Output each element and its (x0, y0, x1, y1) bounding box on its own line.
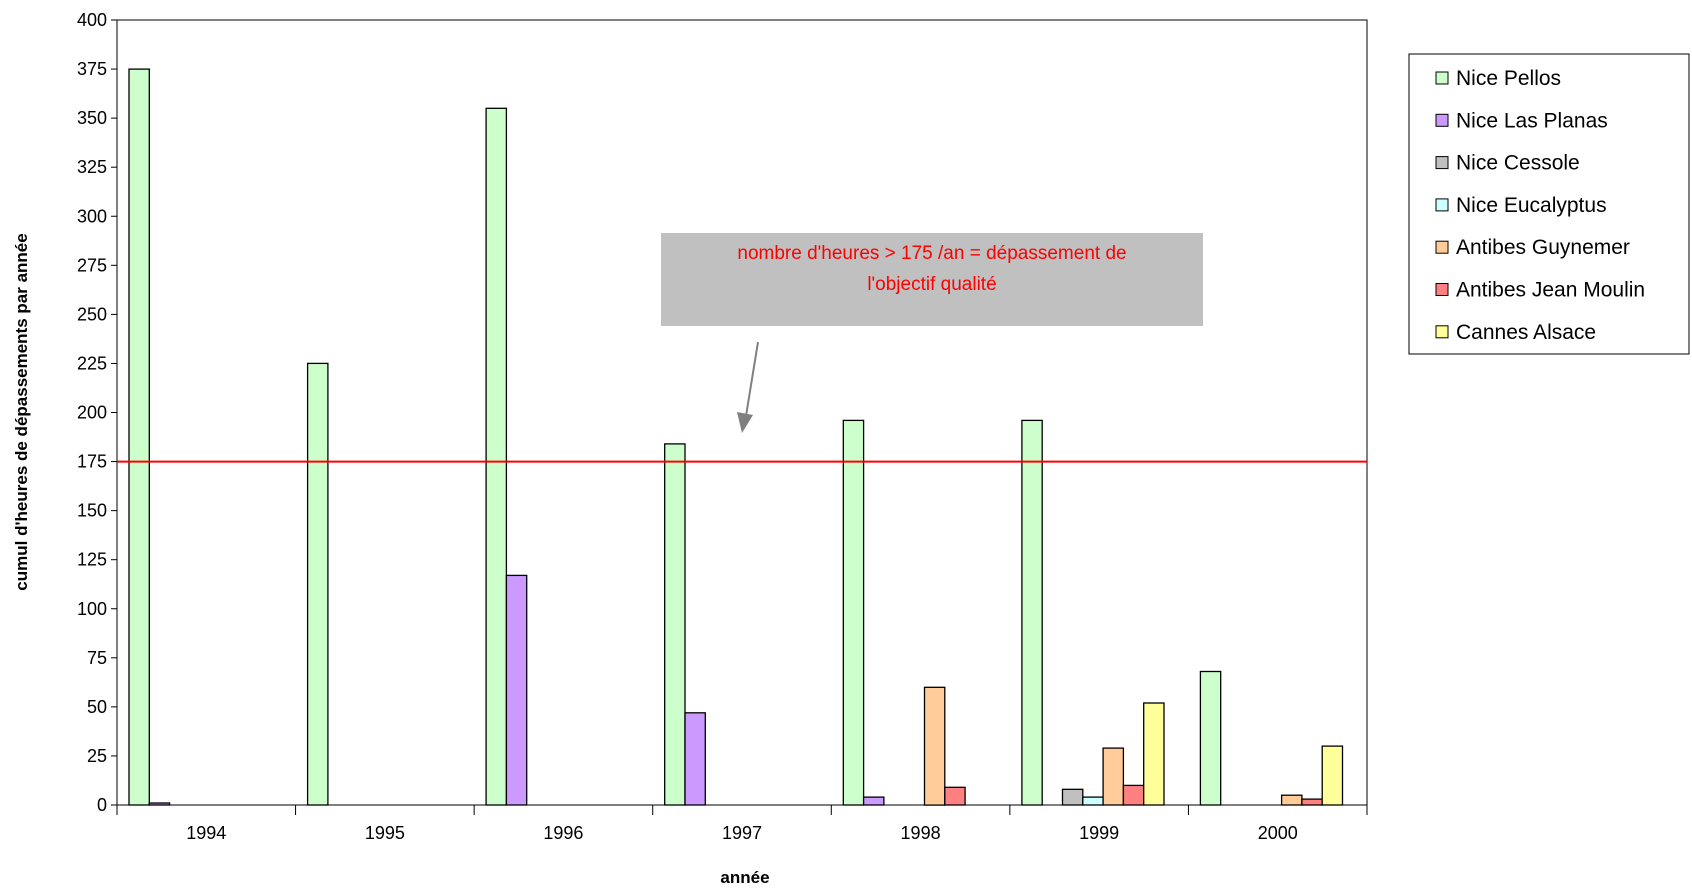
y-tick-label: 0 (97, 795, 107, 815)
bar-antibes-guynemer-2000 (1280, 794, 1303, 806)
y-tick-label: 275 (77, 255, 107, 275)
annotation-arrowhead (737, 412, 753, 433)
annotation-text-line-1: nombre d'heures > 175 /an = dépassement … (737, 243, 1126, 264)
x-axis-title: année (720, 868, 769, 887)
x-tick-label-2000: 2000 (1258, 823, 1298, 843)
x-tick-label-1998: 1998 (901, 823, 941, 843)
legend-label-antibes-guynemer: Antibes Guynemer (1456, 236, 1630, 259)
bar-nice-pellos-1997 (664, 443, 686, 806)
bar-antibes-jean-moulin-1999 (1122, 784, 1145, 806)
y-tick-label: 25 (87, 746, 107, 766)
y-tick-label: 250 (77, 304, 107, 324)
y-axis-title: cumul d'heures de dépassements par année (12, 233, 31, 590)
bar-cannes-alsace-2000 (1321, 745, 1344, 806)
legend-swatch-nice-cessole (1435, 156, 1449, 170)
bar-antibes-jean-moulin-2000 (1301, 798, 1323, 806)
bar-cannes-alsace-1999 (1143, 702, 1165, 806)
bars-layer (128, 68, 1344, 806)
axes-layer: 0 25 50 75 100 125 150 175 200 225 250 275 300 325 350… (77, 10, 1368, 843)
legend-swatch-cannes-alsace (1435, 325, 1449, 339)
legend-label-nice-las-planas: Nice Las Planas (1456, 109, 1608, 132)
legend-label-antibes-jean-moulin: Antibes Jean Moulin (1456, 279, 1645, 302)
plot-frame (116, 19, 1368, 806)
bar-antibes-guynemer-1998 (923, 686, 946, 806)
y-tick-label: 50 (87, 697, 107, 717)
y-tick-label: 175 (77, 452, 107, 472)
bar-nice-las-planas-1998 (862, 796, 885, 806)
y-tick-label: 225 (77, 353, 107, 373)
bar-nice-pellos-1995 (306, 362, 329, 806)
bar-nice-pellos-1996 (485, 107, 508, 806)
y-tick-label: 75 (87, 648, 107, 668)
legend-swatch-nice-eucalyptus (1435, 198, 1449, 212)
x-tick-label-1994: 1994 (186, 823, 226, 843)
annotation-box (661, 233, 1203, 326)
bar-antibes-guynemer-1999 (1102, 747, 1125, 806)
legend-swatch-antibes-jean-moulin (1435, 283, 1449, 296)
bar-nice-pellos-1998 (842, 419, 865, 806)
y-tick-label: 375 (77, 59, 107, 79)
x-tick-label-1997: 1997 (722, 823, 762, 843)
bar-nice-las-planas-1996 (505, 574, 528, 806)
legend-swatch-nice-pellos (1435, 71, 1449, 85)
bar-nice-pellos-1994 (128, 68, 150, 806)
y-tick-label: 125 (77, 550, 107, 570)
y-tick-label: 400 (77, 10, 107, 30)
y-tick-label: 300 (77, 206, 107, 226)
bar-nice-pellos-1999 (1021, 419, 1043, 806)
x-tick-label-1995: 1995 (365, 823, 405, 843)
y-tick-label: 150 (77, 501, 107, 521)
bar-nice-las-planas-1997 (684, 712, 706, 806)
y-tick-label: 325 (77, 157, 107, 177)
bar-antibes-jean-moulin-1998 (944, 786, 966, 806)
x-tick-label-1999: 1999 (1079, 823, 1119, 843)
legend-label-nice-eucalyptus: Nice Eucalyptus (1456, 194, 1607, 217)
annotation-arrow (745, 341, 759, 417)
legend-swatch-antibes-guynemer (1435, 240, 1449, 254)
bar-nice-cessole-1999 (1061, 788, 1084, 806)
legend-frame (1408, 53, 1690, 355)
y-tick-label: 100 (77, 599, 107, 619)
annotation: nombre d'heures > 175 /an = dépassement … (661, 233, 1203, 433)
legend-label-cannes-alsace: Cannes Alsace (1456, 321, 1596, 344)
x-tick-label-1996: 1996 (543, 823, 583, 843)
bar-nice-eucalyptus-1999 (1082, 796, 1104, 806)
y-tick-label: 200 (77, 403, 107, 423)
y-tick-label: 350 (77, 108, 107, 128)
legend: Nice Pellos Nice Las Planas Nice Cessole Ni… (1408, 53, 1690, 355)
legend-swatch-nice-las-planas (1435, 113, 1449, 127)
legend-label-nice-cessole: Nice Cessole (1456, 152, 1580, 175)
annotation-text-line-2: l'objectif qualité (867, 274, 996, 295)
legend-label-nice-pellos: Nice Pellos (1456, 67, 1561, 90)
bar-nice-pellos-2000 (1199, 670, 1222, 806)
